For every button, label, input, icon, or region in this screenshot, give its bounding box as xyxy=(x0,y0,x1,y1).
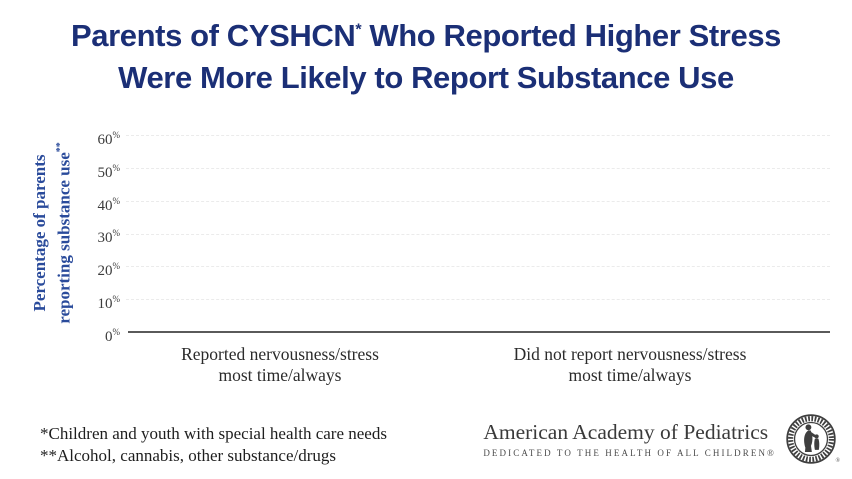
chart-title-line2: Were More Likely to Report Substance Use xyxy=(118,60,734,95)
gridline-40 xyxy=(126,200,830,202)
gridline-10 xyxy=(126,299,830,301)
x-category-line2: most time/always xyxy=(218,365,342,385)
x-category-line2: most time/always xyxy=(568,365,692,385)
y-tick-20: 20% xyxy=(97,261,121,279)
aap-logo: American Academy of Pediatrics DEDICATED… xyxy=(483,413,840,465)
x-category-did-not-report: Did not report nervousness/stress most t… xyxy=(454,344,806,386)
aap-logo-tagline: DEDICATED TO THE HEALTH OF ALL CHILDREN® xyxy=(483,448,776,458)
chart-title-line1: Parents of CYSHCN* Who Reported Higher S… xyxy=(0,15,852,57)
aap-seal-icon: ® xyxy=(785,413,840,465)
plot-area xyxy=(126,135,830,333)
footnotes: *Children and youth with special health … xyxy=(40,423,387,467)
footnote-cyshcn: *Children and youth with special health … xyxy=(40,424,387,443)
title-asterisk: * xyxy=(355,20,362,39)
chart-title: Parents of CYSHCN* Who Reported Higher S… xyxy=(0,15,852,99)
x-category-line1: Reported nervousness/stress xyxy=(181,344,379,364)
gridline-20 xyxy=(126,266,830,268)
y-tick-40: 40% xyxy=(97,196,121,214)
footnote-substance: **Alcohol, cannabis, other substance/dru… xyxy=(40,446,337,465)
y-tick-0: 0% xyxy=(105,327,120,345)
y-tick-50: 50% xyxy=(97,163,121,181)
y-tick-60: 60% xyxy=(97,130,121,148)
title-text: Parents of CYSHCN xyxy=(71,18,356,53)
x-category-line1: Did not report nervousness/stress xyxy=(513,344,747,364)
x-category-reported: Reported nervousness/stress most time/al… xyxy=(104,344,456,386)
y-tick-10: 10% xyxy=(97,294,121,312)
registered-mark: ® xyxy=(835,458,840,464)
aap-logo-text: American Academy of Pediatrics DEDICATED… xyxy=(483,420,776,458)
gridline-30 xyxy=(126,233,830,235)
gridline-50 xyxy=(126,167,830,169)
y-axis-label-line1: Percentage of parents xyxy=(30,154,49,312)
y-tick-30: 30% xyxy=(97,228,121,246)
y-axis-ticks: 60% 50% 40% 30% 20% 10% 0% xyxy=(58,130,122,345)
gridline-60 xyxy=(126,135,830,136)
title-text-rest: Who Reported Higher Stress xyxy=(361,18,781,53)
aap-logo-name: American Academy of Pediatrics xyxy=(483,420,769,444)
x-axis-line xyxy=(128,331,830,333)
